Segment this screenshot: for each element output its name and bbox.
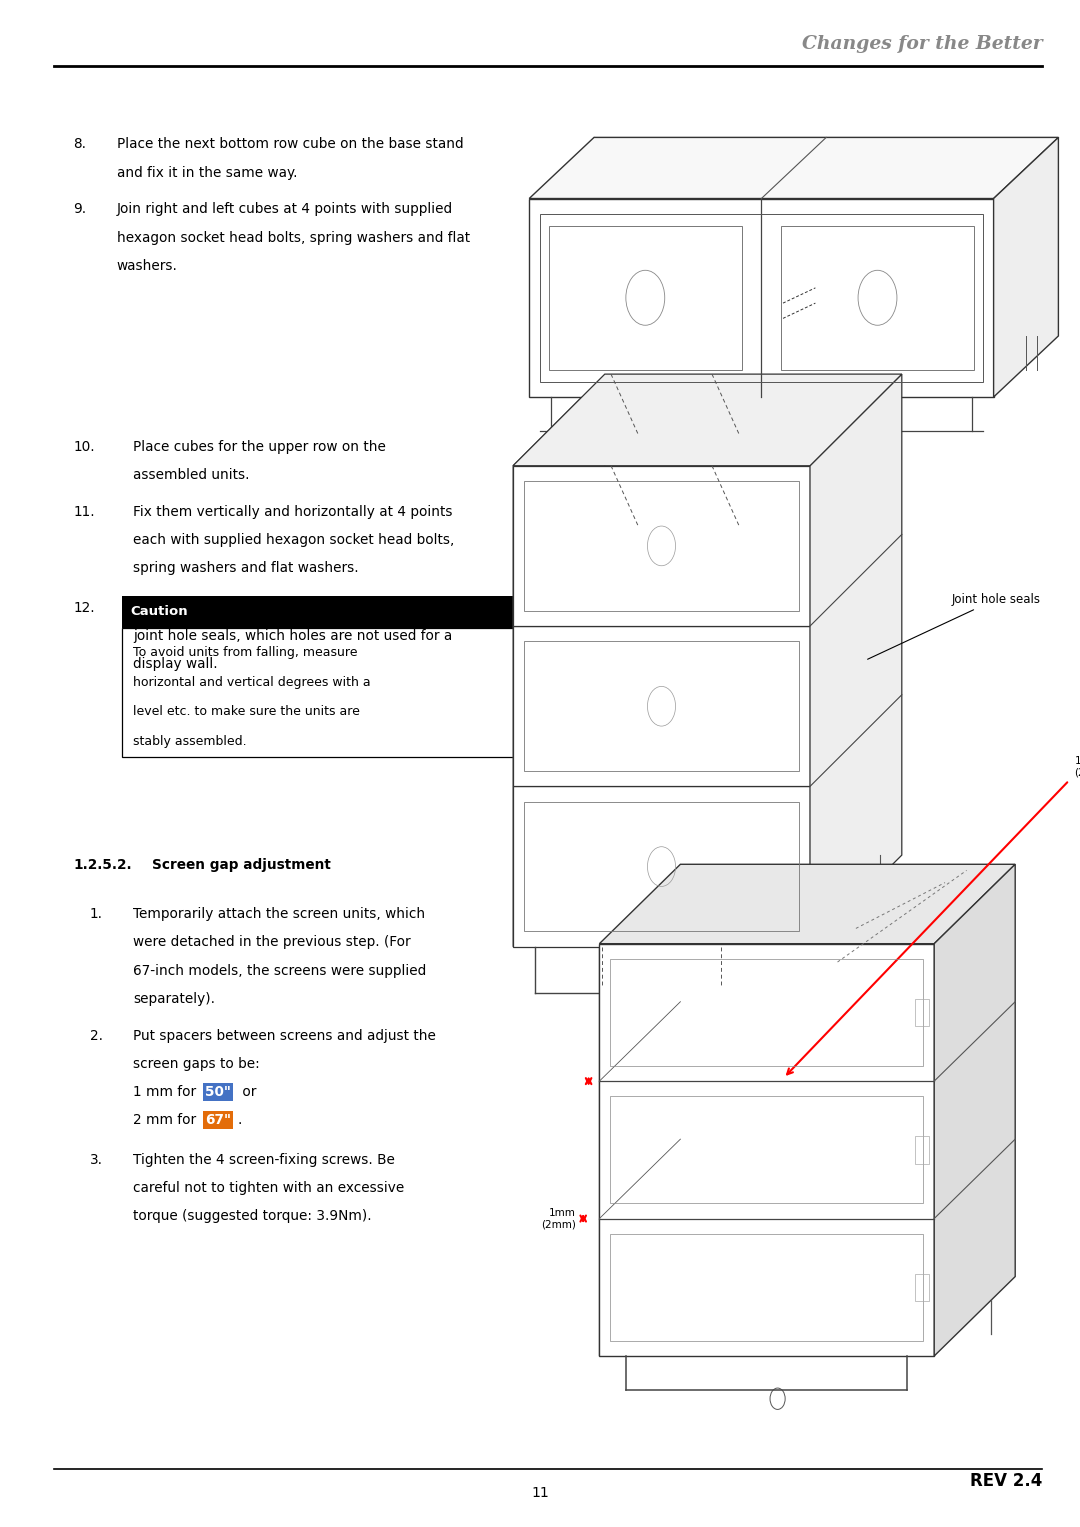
Text: Tighten the 4 screen-fixing screws. Be: Tighten the 4 screen-fixing screws. Be (133, 1153, 394, 1167)
Text: screen gaps to be:: screen gaps to be: (133, 1057, 259, 1070)
Polygon shape (599, 944, 934, 1356)
Polygon shape (529, 199, 994, 397)
Text: Caution: Caution (131, 605, 188, 618)
Text: 8.: 8. (73, 137, 86, 151)
Text: Screen gap adjustment: Screen gap adjustment (152, 858, 332, 872)
Text: 1mm
(2mm): 1mm (2mm) (541, 1208, 576, 1229)
Polygon shape (513, 626, 810, 786)
Text: Put spacers between screens and adjust the: Put spacers between screens and adjust t… (133, 1029, 435, 1043)
Text: REV 2.4: REV 2.4 (970, 1472, 1042, 1490)
Polygon shape (513, 374, 605, 947)
Text: Place the next bottom row cube on the base stand: Place the next bottom row cube on the ba… (117, 137, 463, 151)
Polygon shape (513, 786, 810, 947)
Text: 2 mm for: 2 mm for (133, 1113, 201, 1127)
Text: 3.: 3. (90, 1153, 103, 1167)
Text: Place cubes for the upper row on the: Place cubes for the upper row on the (133, 440, 386, 454)
Text: 1.: 1. (90, 907, 103, 921)
Text: 67-inch models, the screens were supplied: 67-inch models, the screens were supplie… (133, 964, 427, 977)
Text: joint hole seals, which holes are not used for a: joint hole seals, which holes are not us… (133, 629, 453, 643)
Text: level etc. to make sure the units are: level etc. to make sure the units are (133, 705, 360, 718)
Text: horizontal and vertical degrees with a: horizontal and vertical degrees with a (133, 675, 370, 689)
Text: Joint hole seals: Joint hole seals (867, 592, 1040, 660)
Text: 11.: 11. (73, 505, 95, 519)
Text: Temporarily attach the screen units, which: Temporarily attach the screen units, whi… (133, 907, 424, 921)
Text: hexagon socket head bolts, spring washers and flat: hexagon socket head bolts, spring washer… (117, 231, 470, 244)
Text: and fix it in the same way.: and fix it in the same way. (117, 165, 297, 180)
Text: spring washers and flat washers.: spring washers and flat washers. (133, 562, 359, 576)
Polygon shape (994, 137, 1058, 397)
Text: 1mm
(2mm): 1mm (2mm) (1075, 756, 1080, 777)
Text: were detached in the previous step. (For: were detached in the previous step. (For (133, 935, 410, 950)
Text: stably assembled.: stably assembled. (133, 734, 246, 748)
Text: torque (suggested torque: 3.9Nm).: torque (suggested torque: 3.9Nm). (133, 1209, 372, 1223)
Polygon shape (513, 374, 902, 466)
Text: 50": 50" (205, 1086, 231, 1099)
FancyBboxPatch shape (122, 628, 522, 757)
Text: Fix them vertically and horizontally at 4 points: Fix them vertically and horizontally at … (133, 505, 453, 519)
Text: Stop up the holes on both sides with supplied: Stop up the holes on both sides with sup… (133, 600, 445, 615)
Text: 10.: 10. (73, 440, 95, 454)
Polygon shape (513, 466, 810, 626)
Text: careful not to tighten with an excessive: careful not to tighten with an excessive (133, 1180, 404, 1196)
Text: 12.: 12. (73, 600, 95, 615)
Text: Changes for the Better: Changes for the Better (801, 35, 1042, 52)
Text: display wall.: display wall. (133, 657, 217, 672)
Polygon shape (934, 864, 1015, 1356)
Text: 67": 67" (205, 1113, 231, 1127)
Polygon shape (529, 137, 1058, 199)
Text: 1.2.5.2.: 1.2.5.2. (73, 858, 132, 872)
Polygon shape (810, 374, 902, 947)
Text: 2.: 2. (90, 1029, 103, 1043)
Text: 1 mm for: 1 mm for (133, 1086, 201, 1099)
Polygon shape (599, 864, 680, 1356)
Text: each with supplied hexagon socket head bolts,: each with supplied hexagon socket head b… (133, 533, 455, 547)
Text: To avoid units from falling, measure: To avoid units from falling, measure (133, 646, 357, 660)
FancyBboxPatch shape (122, 596, 522, 628)
Text: .: . (238, 1113, 242, 1127)
Text: separately).: separately). (133, 993, 215, 1006)
Text: 11: 11 (531, 1486, 549, 1500)
Polygon shape (599, 864, 1015, 944)
Text: or: or (238, 1086, 256, 1099)
Text: Join right and left cubes at 4 points with supplied: Join right and left cubes at 4 points wi… (117, 203, 453, 217)
Text: 9.: 9. (73, 203, 86, 217)
Text: washers.: washers. (117, 260, 177, 273)
Text: assembled units.: assembled units. (133, 467, 249, 483)
